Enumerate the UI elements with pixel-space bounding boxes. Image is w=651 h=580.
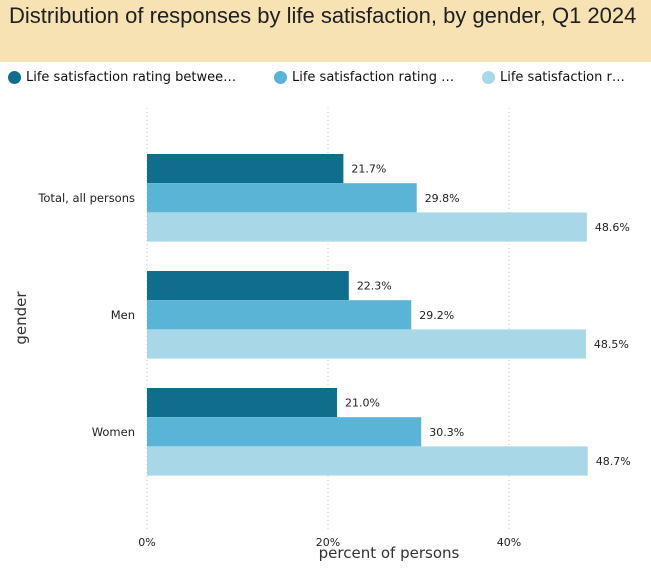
x-tick-label: 0% — [138, 536, 155, 549]
bar[interactable] — [147, 154, 344, 184]
data-label: 22.3% — [357, 280, 392, 293]
chart-title: Distribution of responses by life satisf… — [9, 3, 637, 28]
x-tick-label: 40% — [497, 536, 521, 549]
data-label: 30.3% — [429, 426, 464, 439]
bar[interactable] — [147, 300, 412, 330]
labels: 0% 20% 40% 21.7% 29.8% 48.6% Total, all person… — [37, 163, 630, 549]
legend-swatch-series-2 — [274, 70, 287, 84]
bar[interactable] — [147, 271, 349, 301]
legend-swatch-series-1 — [8, 70, 21, 84]
legend-item-series-3[interactable]: Life satisfaction r… — [482, 70, 642, 85]
legend: Life satisfaction rating betwee… Life sa… — [8, 66, 648, 88]
x-tick-label: 20% — [316, 536, 340, 549]
y-axis-title: gender — [12, 291, 30, 345]
data-label: 48.6% — [595, 221, 630, 234]
data-label: 48.5% — [594, 338, 629, 351]
legend-item-series-2[interactable]: Life satisfaction rating … — [274, 70, 474, 85]
data-label: 29.2% — [419, 309, 454, 322]
data-label: 21.0% — [345, 397, 380, 410]
bar[interactable] — [147, 388, 338, 418]
x-axis-title: percent of persons — [319, 544, 460, 562]
bar[interactable] — [147, 212, 587, 242]
legend-item-series-1[interactable]: Life satisfaction rating betwee… — [8, 70, 266, 85]
bar[interactable] — [147, 183, 417, 213]
data-label: 48.7% — [596, 455, 631, 468]
bar[interactable] — [147, 329, 586, 359]
data-label: 29.8% — [425, 192, 460, 205]
bars — [147, 154, 588, 476]
category-label: Total, all persons — [37, 191, 135, 205]
data-label: 21.7% — [351, 163, 386, 176]
bar[interactable] — [147, 417, 422, 447]
title-bar: Distribution of responses by life satisf… — [0, 0, 651, 62]
category-label: Men — [111, 308, 135, 322]
category-label: Women — [92, 425, 135, 439]
bar[interactable] — [147, 446, 588, 476]
legend-swatch-series-3 — [482, 70, 495, 84]
